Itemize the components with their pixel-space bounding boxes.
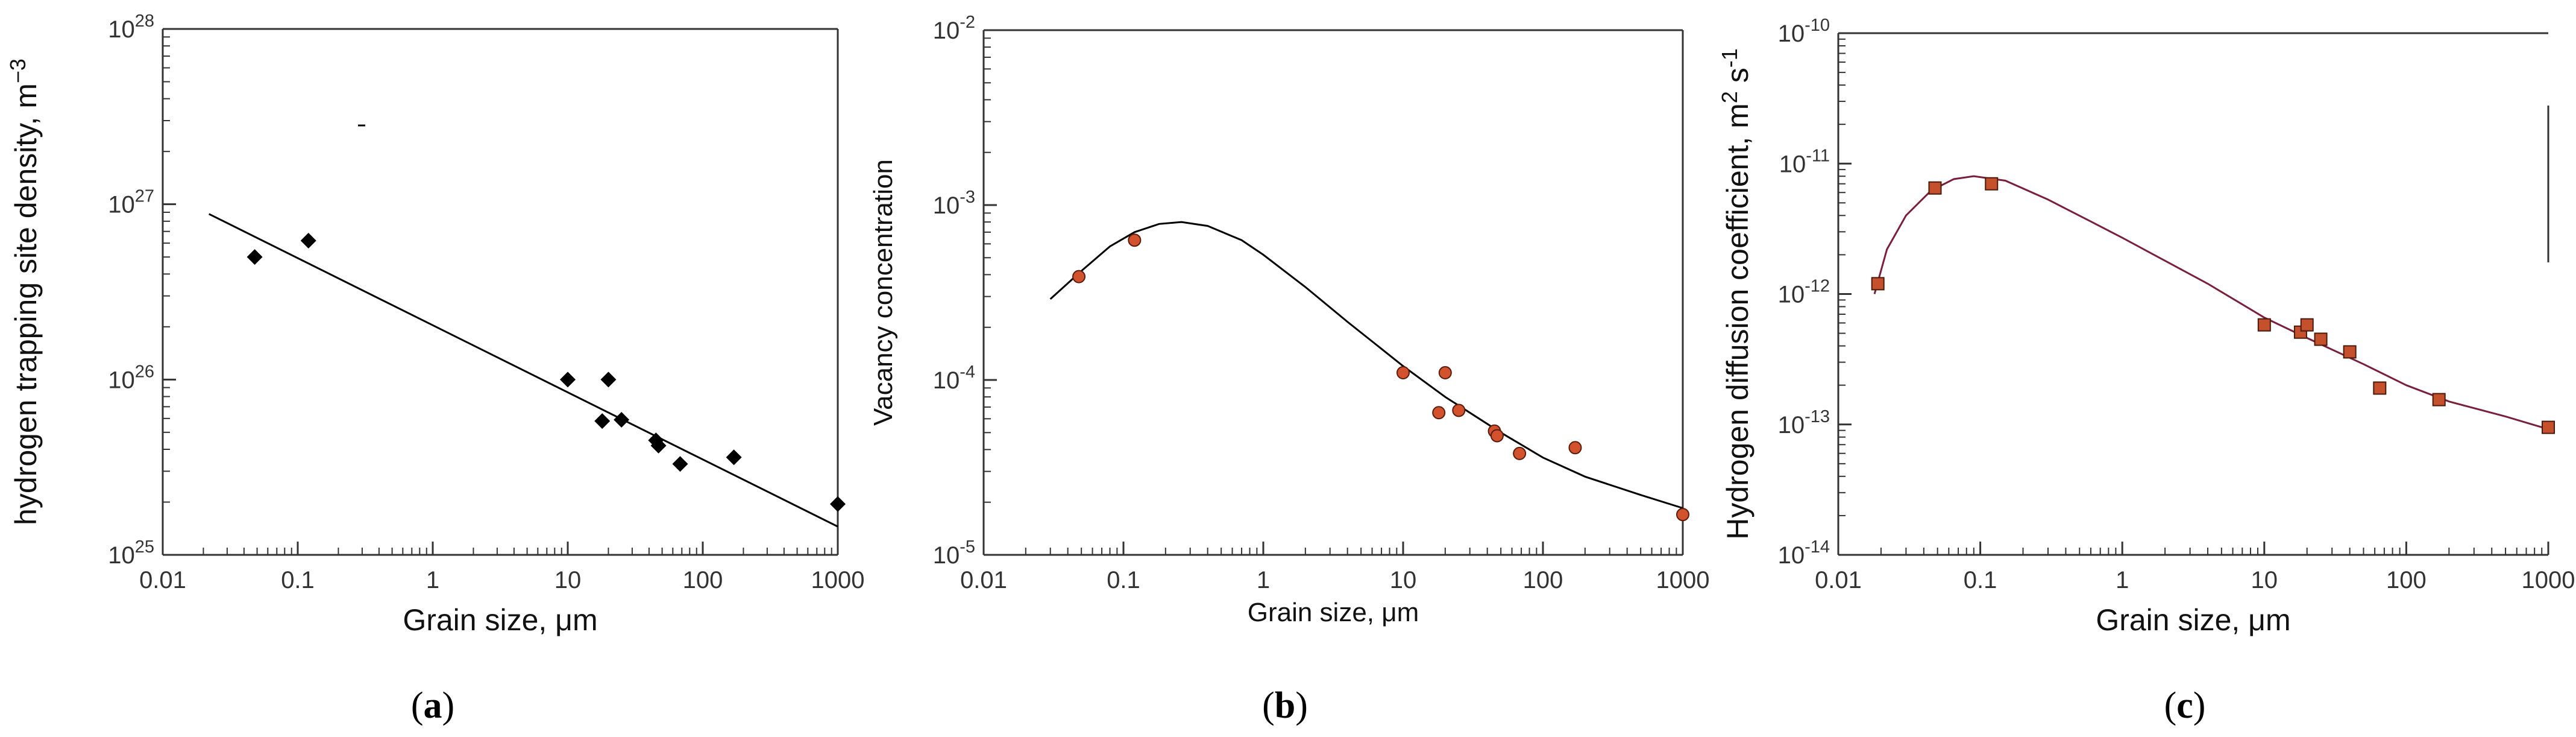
x-tick-label: 10	[554, 567, 582, 593]
y-tick-label: 10-5	[933, 537, 975, 569]
data-point	[650, 437, 667, 454]
y-tick-label: 10-4	[933, 362, 975, 394]
data-point	[830, 496, 846, 512]
x-tick-label: 100	[2386, 567, 2427, 593]
x-tick-label: 0.1	[1107, 567, 1140, 593]
data-point	[1490, 429, 1504, 443]
y-tick-label: 1027	[108, 187, 154, 218]
data-point	[2373, 381, 2387, 395]
x-tick-label: 0.1	[281, 567, 315, 593]
x-tick-label: 1	[2116, 567, 2129, 593]
y-axis-label: Hydrogen diffusion coefficient, m2 s-1	[1717, 48, 1755, 540]
y-tick-label: 1028	[108, 11, 154, 43]
x-axis-label: Grain size, μm	[403, 603, 597, 637]
data-point	[594, 413, 611, 429]
y-tick-label: 1026	[108, 362, 154, 393]
y-tick-label: 1025	[108, 537, 154, 569]
x-axis-label: Grain size, μm	[1248, 598, 1419, 627]
data-point	[2314, 332, 2328, 346]
x-tick-label: 0.01	[960, 567, 1007, 593]
data-point	[560, 372, 576, 388]
y-tick-label: 10-14	[1778, 537, 1830, 569]
x-tick-label: 0.01	[1815, 567, 1862, 593]
y-tick-label: 10-11	[1779, 146, 1830, 177]
x-tick-label: 100	[1523, 567, 1563, 593]
x-tick-label: 0.01	[139, 567, 186, 593]
data-point	[300, 233, 316, 249]
x-axis-label: Grain size, μm	[2096, 603, 2290, 637]
x-tick-label: 1000	[2522, 567, 2575, 593]
y-axis-label: hydrogen trapping site density, m−3	[5, 59, 43, 525]
chart-panel-a: 0.01 0.1 1 10 100 1000 1025 1026 1027 1028 Grain s…	[5, 11, 864, 637]
data-point	[2542, 420, 2555, 434]
data-point	[1676, 508, 1689, 522]
data-point	[1128, 233, 1142, 247]
data-point	[2343, 345, 2357, 359]
y-tick-label: 10-13	[1778, 407, 1830, 438]
data-point	[1438, 365, 1452, 379]
data-point	[1432, 406, 1446, 420]
x-tick-label: 10	[2251, 567, 2278, 593]
chart-panel-b: 0.01 0.1 1 10 100 1000 10-5 10-4 10-3 10-2 Grain s…	[869, 13, 1709, 627]
data-point	[600, 372, 617, 388]
data-point	[1396, 365, 1410, 379]
x-tick-label: 0.1	[1964, 567, 1997, 593]
panel-label-c: (c)	[2164, 685, 2206, 726]
y-tick-label: 10-12	[1778, 277, 1830, 308]
y-axis-label: Vacancy concentration	[869, 159, 898, 426]
y-tick-label: 10-3	[933, 188, 975, 219]
data-point	[672, 456, 688, 472]
data-point	[614, 411, 630, 428]
chart-panel-c: 0.01 0.1 1 10 100 1000 10-14 10-13 10-12 10-11 10-…	[1717, 16, 2575, 637]
panel-label-a: (a)	[411, 685, 454, 726]
data-point	[2257, 318, 2271, 332]
x-tick-label: 1000	[1656, 567, 1710, 593]
y-tick-label: 10-10	[1778, 16, 1830, 47]
y-tick-label: 10-2	[933, 13, 975, 44]
data-point	[2300, 318, 2314, 332]
data-point	[1871, 277, 1885, 291]
fit-curve	[1873, 175, 2549, 431]
x-tick-label: 1	[1257, 567, 1270, 593]
data-point	[1072, 270, 1086, 283]
data-point	[2432, 393, 2446, 406]
data-point	[1985, 177, 1999, 191]
panel-label-b: (b)	[1262, 685, 1308, 726]
data-point	[1928, 181, 1942, 195]
data-point	[247, 249, 263, 265]
x-tick-label: 1	[426, 567, 439, 593]
fit-curve	[1049, 221, 1683, 509]
x-tick-label: 1000	[811, 567, 865, 593]
x-tick-label: 100	[683, 567, 723, 593]
data-point	[1513, 446, 1527, 460]
data-point	[1452, 403, 1466, 417]
fit-curve	[209, 213, 838, 528]
x-tick-label: 10	[1390, 567, 1417, 593]
data-point	[1568, 441, 1582, 455]
data-point	[726, 449, 742, 466]
